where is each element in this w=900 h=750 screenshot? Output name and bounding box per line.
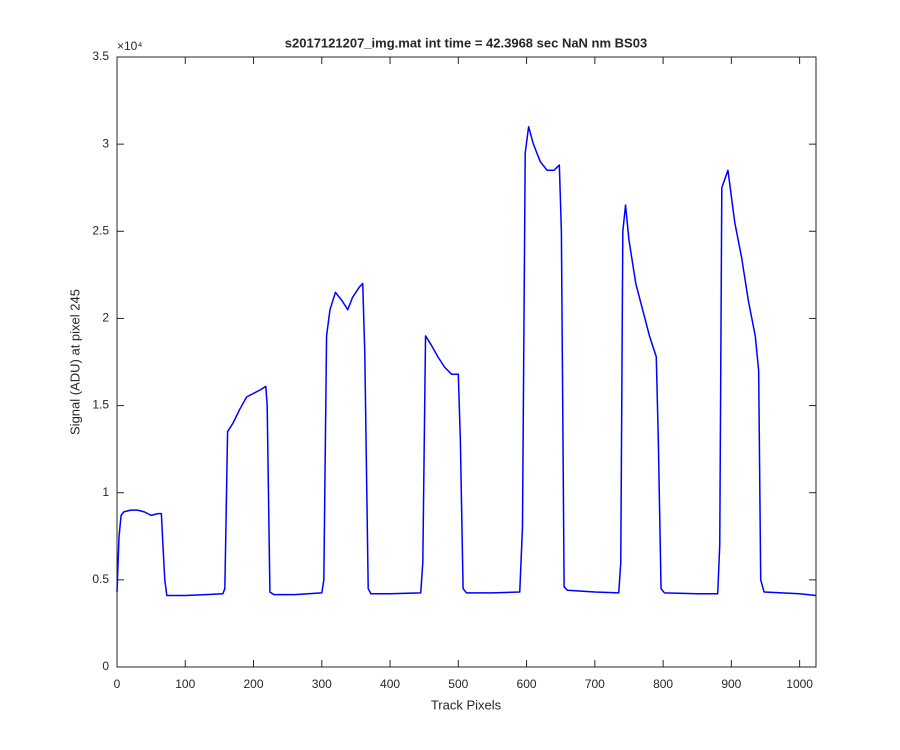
y-tick-label: 3	[102, 136, 109, 150]
x-tick-label: 800	[653, 677, 673, 691]
x-tick-label: 600	[517, 677, 537, 691]
y-tick-label: 2.5	[92, 223, 109, 237]
x-tick-label: 1000	[786, 677, 813, 691]
y-tick-label: 1.5	[92, 398, 109, 412]
x-tick-label: 900	[721, 677, 741, 691]
chart-title: s2017121207_img.mat int time = 42.3968 s…	[285, 35, 647, 50]
y-tick-label: 3.5	[92, 49, 109, 63]
axes-box	[116, 56, 817, 668]
x-tick-label: 200	[244, 677, 264, 691]
y-tick-label: 0.5	[92, 572, 109, 586]
y-exponent-label: ×10⁴	[117, 39, 143, 53]
y-tick-label: 0	[102, 659, 109, 673]
x-tick-label: 0	[114, 677, 121, 691]
x-tick-label: 100	[175, 677, 195, 691]
y-tick-label: 2	[102, 311, 109, 325]
x-tick-label: 500	[448, 677, 468, 691]
x-axis-label: Track Pixels	[431, 697, 502, 712]
x-tick-label: 300	[312, 677, 332, 691]
data-line	[116, 125, 817, 597]
y-axis-label: Signal (ADU) at pixel 245	[67, 289, 82, 435]
x-tick-label: 700	[585, 677, 605, 691]
y-tick-label: 1	[102, 485, 109, 499]
x-tick-label: 400	[380, 677, 400, 691]
